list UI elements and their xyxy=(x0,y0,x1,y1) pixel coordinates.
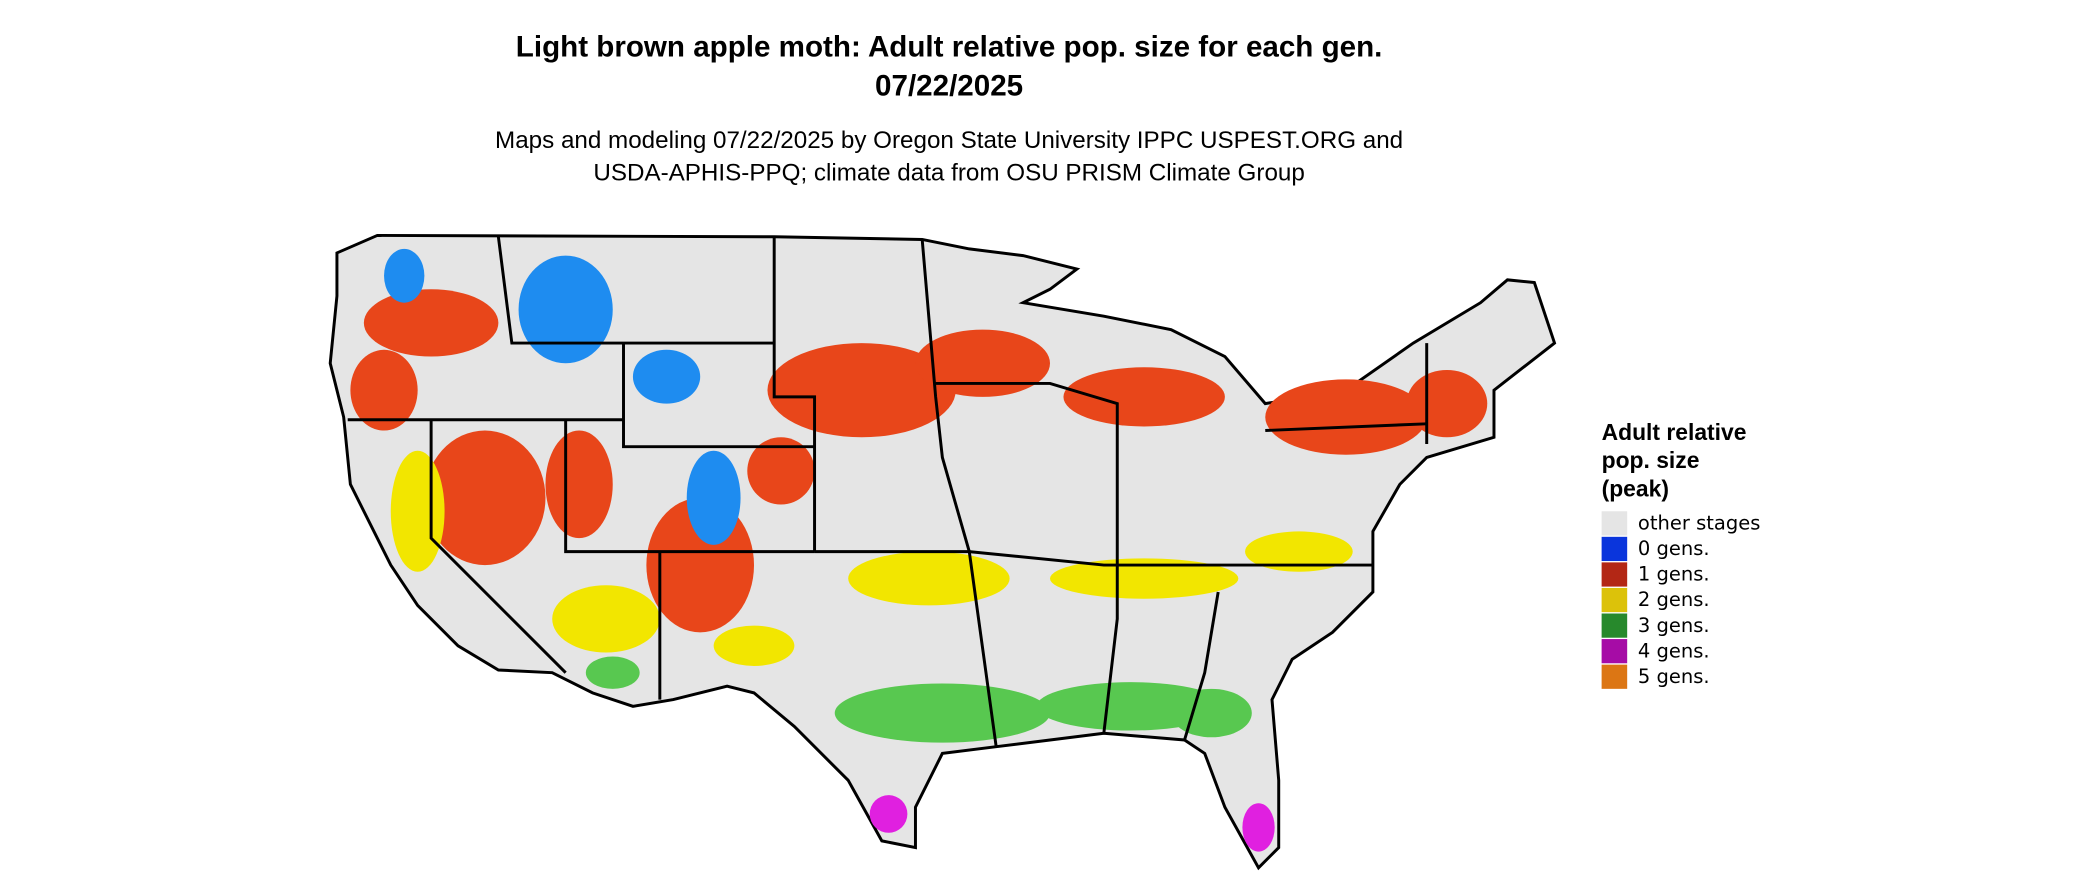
two-gen-areas xyxy=(390,450,1353,666)
legend-title: pop. size xyxy=(1602,447,1700,473)
map xyxy=(328,233,1557,871)
four-gen-areas xyxy=(869,795,1275,852)
legend-swatch xyxy=(1601,511,1628,536)
title-line: 07/22/2025 xyxy=(875,70,1023,103)
legend-label: 1 gens. xyxy=(1638,563,1710,586)
three-gen-areas xyxy=(585,656,1252,743)
state-lines xyxy=(347,236,1429,747)
subtitle-line: Maps and modeling 07/22/2025 by Oregon S… xyxy=(495,127,1403,154)
legend-label: 2 gens. xyxy=(1638,588,1710,611)
legend-label: 3 gens. xyxy=(1638,614,1710,637)
legend: Adult relative pop. size (peak) other st… xyxy=(1601,419,1760,689)
subtitle-line: USDA-APHIS-PPQ; climate data from OSU PR… xyxy=(593,159,1304,186)
legend-swatch xyxy=(1601,639,1628,664)
legend-swatch xyxy=(1601,664,1628,689)
legend-label: 5 gens. xyxy=(1638,665,1710,688)
title-line: Light brown apple moth: Adult relative p… xyxy=(516,31,1383,64)
legend-label: 0 gens. xyxy=(1638,537,1710,560)
legend-title: Adult relative xyxy=(1602,419,1747,445)
legend-title: (peak) xyxy=(1602,475,1669,501)
legend-swatch xyxy=(1601,536,1628,562)
legend-swatch xyxy=(1601,562,1628,587)
zero-gen-areas xyxy=(384,248,741,545)
legend-swatch xyxy=(1601,613,1628,638)
legend-label: other stages xyxy=(1638,512,1760,535)
legend-swatch xyxy=(1601,587,1628,613)
legend-label: 4 gens. xyxy=(1638,639,1710,662)
